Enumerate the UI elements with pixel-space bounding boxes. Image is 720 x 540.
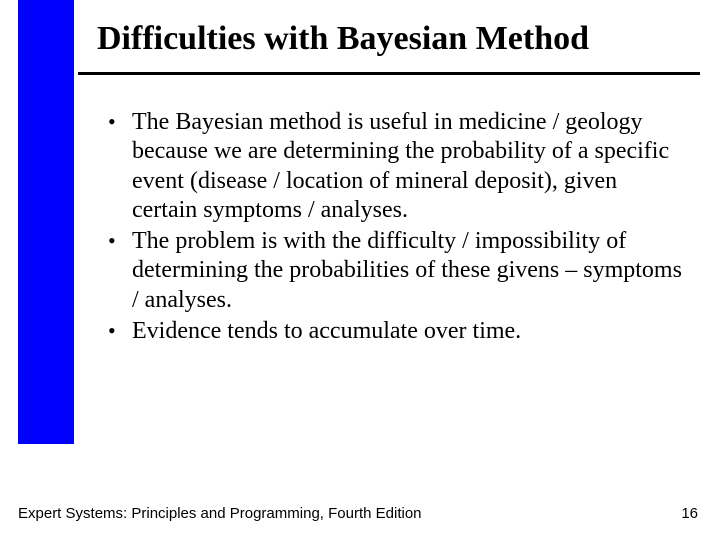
slide: Difficulties with Bayesian Method • The …: [0, 0, 720, 540]
bullet-item: • Evidence tends to accumulate over time…: [104, 317, 684, 346]
slide-title: Difficulties with Bayesian Method: [97, 20, 687, 57]
bullet-dot-icon: •: [108, 108, 116, 137]
page-number: 16: [681, 505, 698, 522]
bullet-dot-icon: •: [108, 317, 116, 346]
bullet-item: • The Bayesian method is useful in medic…: [104, 108, 684, 225]
footer-text: Expert Systems: Principles and Programmi…: [18, 505, 422, 522]
accent-bar: [18, 0, 74, 444]
title-underline: [78, 72, 700, 75]
bullet-dot-icon: •: [108, 227, 116, 256]
bullet-text: The problem is with the difficulty / imp…: [132, 228, 682, 313]
body-content: • The Bayesian method is useful in medic…: [104, 108, 684, 348]
bullet-text: The Bayesian method is useful in medicin…: [132, 109, 669, 223]
bullet-item: • The problem is with the difficulty / i…: [104, 227, 684, 315]
bullet-text: Evidence tends to accumulate over time.: [132, 318, 521, 344]
